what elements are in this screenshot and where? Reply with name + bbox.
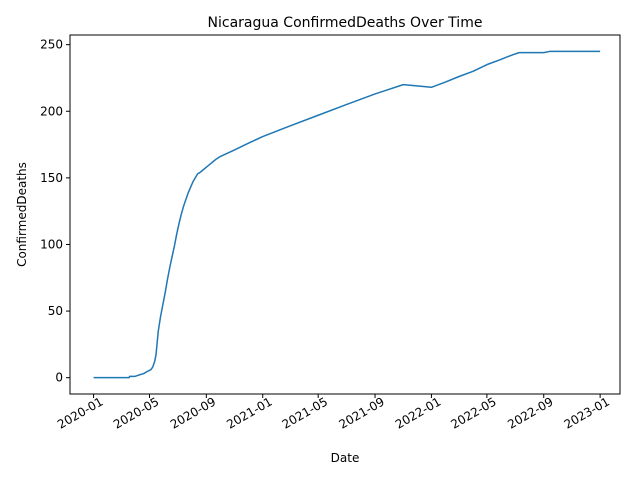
x-tick-label-1: 2020-05 <box>111 394 161 431</box>
series-line-0 <box>93 50 601 379</box>
y-tick-label-0: 0 <box>55 371 63 385</box>
y-tick-label-2: 100 <box>40 237 63 251</box>
axes-frame <box>69 34 621 395</box>
x-axis: 2020-01 2020-05 2020-09 2021-01 2021-05 2021-… <box>55 394 612 432</box>
x-tick-label-3: 2021-01 <box>224 394 274 431</box>
x-tick-label-9: 2023-01 <box>562 394 612 431</box>
x-tick-label-6: 2022-01 <box>393 394 443 431</box>
x-tick-label-7: 2022-05 <box>448 394 498 431</box>
y-tick-label-3: 150 <box>40 171 63 185</box>
x-tick-label-8: 2022-09 <box>505 394 555 431</box>
x-tick-label-4: 2021-05 <box>280 394 330 431</box>
x-tick-label-0: 2020-01 <box>55 394 105 431</box>
x-axis-label: Date <box>331 451 360 465</box>
x-tick-label-5: 2021-09 <box>337 394 387 431</box>
y-tick-label-4: 200 <box>40 104 63 118</box>
plot-area <box>93 50 601 379</box>
x-tick-label-2: 2020-09 <box>168 394 218 431</box>
y-tick-label-5: 250 <box>40 38 63 52</box>
y-axis: 0 50 100 150 200 250 <box>40 38 70 385</box>
chart-title: Nicaragua ConfirmedDeaths Over Time <box>208 15 483 31</box>
y-tick-label-1: 50 <box>48 304 63 318</box>
y-axis-label: ConfirmedDeaths <box>15 162 29 267</box>
